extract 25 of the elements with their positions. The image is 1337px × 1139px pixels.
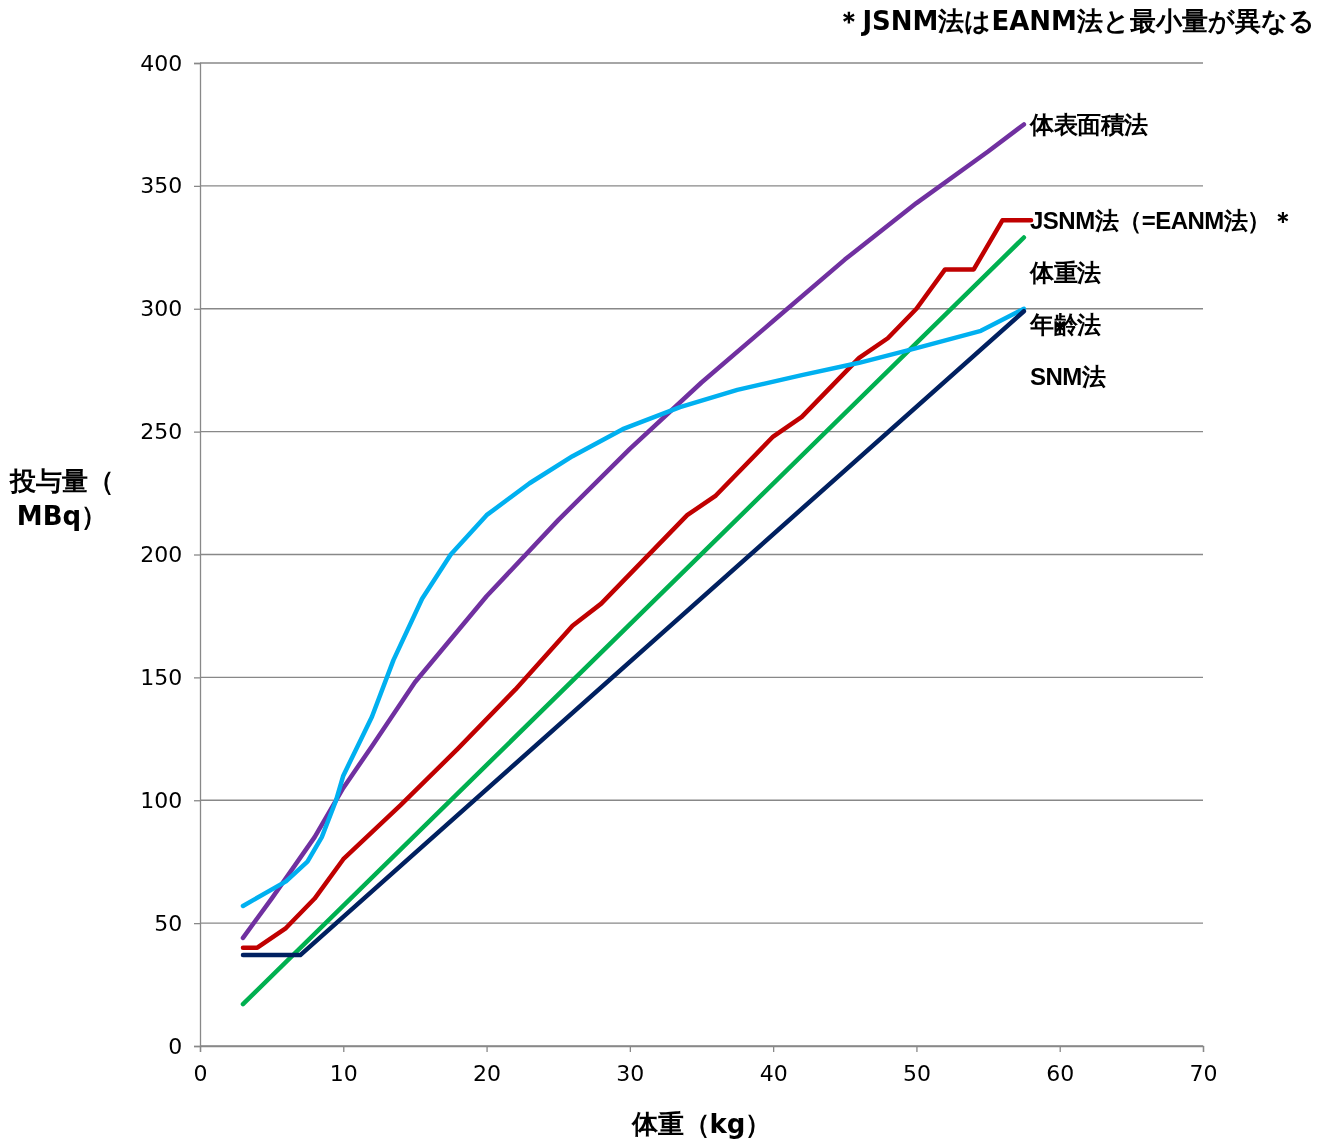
y-tick-label: 50 (154, 910, 183, 936)
series-label: 年齢法 (1029, 310, 1101, 338)
y-axis-title: 投与量（MBq） (9, 466, 114, 532)
y-tick-label: 350 (140, 173, 183, 199)
y-tick-label: 200 (140, 542, 183, 568)
x-tick-label: 30 (616, 1061, 645, 1087)
y-tick-label: 100 (140, 787, 183, 813)
series-label: 体重法 (1029, 258, 1101, 286)
y-tick-label: 300 (140, 296, 183, 322)
text: ＊JSNM法はEANM法と最小量が異なる (836, 6, 1315, 36)
series-label: 体表面積法 (1029, 110, 1148, 138)
y-tick-label: 400 (140, 50, 183, 76)
series-label: JSNM法（=EANM法）＊ (1030, 206, 1295, 234)
series-label: SNM法 (1030, 362, 1106, 390)
x-axis-title: 体重（kg） (630, 1109, 772, 1139)
y-tick-label: 250 (140, 419, 183, 445)
y-tick-label: 150 (140, 664, 183, 690)
x-tick-label: 20 (473, 1061, 502, 1087)
x-tick-label: 10 (329, 1061, 358, 1087)
x-tick-label: 60 (1046, 1061, 1075, 1087)
x-tick-label: 50 (902, 1061, 931, 1087)
x-tick-label: 0 (193, 1061, 208, 1087)
x-tick-label: 40 (759, 1061, 788, 1087)
y-tick-label: 0 (168, 1033, 183, 1059)
x-tick-label: 70 (1189, 1061, 1218, 1087)
